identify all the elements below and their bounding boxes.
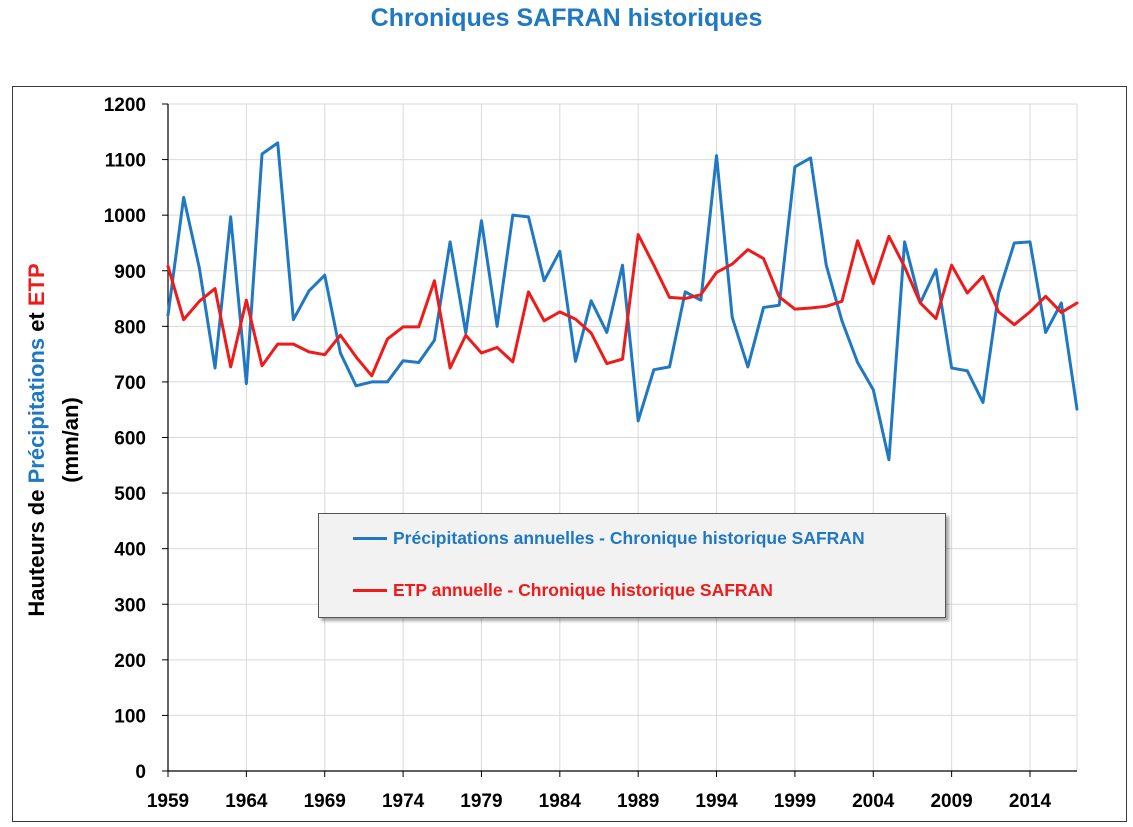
y-axis-title: Hauteurs de Précipitations et ETP (mm/an… [24, 263, 83, 616]
y-tick-label: 1200 [104, 95, 146, 116]
x-tick-label: 2009 [930, 791, 972, 812]
x-tick-label: 2014 [1009, 791, 1052, 812]
ylabel-part-et: et [24, 306, 49, 338]
x-tick-label: 1994 [695, 791, 738, 812]
y-tick-label: 400 [114, 540, 146, 561]
x-tick-label: 1964 [225, 791, 268, 812]
x-axis: 1959 1964 1969 1974 1979 1984 1989 1994 1999 2004… [147, 770, 1077, 812]
chart-title-text: Chroniques SAFRAN historiques [370, 4, 763, 32]
ylabel-part-precipitations: Précipitations [24, 338, 49, 483]
plot-frame [12, 86, 1127, 822]
y-tick-label: 1100 [105, 151, 146, 172]
legend-swatch-etp [353, 589, 387, 592]
legend: Précipitations annuelles - Chronique his… [318, 513, 946, 618]
y-tick-label: 800 [114, 317, 146, 338]
x-tick-label: 1969 [304, 791, 346, 812]
y-tick-label: 0 [135, 762, 146, 783]
y-axis-title-unit: (mm/an) [58, 397, 83, 483]
y-axis-title-line1: Hauteurs de Précipitations et ETP [24, 263, 49, 616]
y-tick-label: 600 [114, 429, 146, 450]
ylabel-part-prefix: Hauteurs de [24, 483, 49, 616]
x-tick-label: 1999 [774, 791, 816, 812]
x-tick-label: 1979 [460, 791, 502, 812]
y-tick-label: 300 [114, 595, 146, 616]
legend-label-precipitations: Précipitations annuelles - Chronique his… [393, 528, 865, 548]
x-tick-label: 1984 [539, 791, 582, 812]
x-tick-label: 1989 [617, 791, 659, 812]
y-tick-label: 700 [114, 373, 146, 394]
y-tick-label: 500 [114, 484, 146, 505]
ylabel-part-etp: ETP [24, 263, 49, 306]
x-tick-label: 1974 [382, 791, 425, 812]
legend-swatch-precipitations [353, 537, 387, 540]
x-tick-label: 2004 [852, 791, 895, 812]
series-line-precipitations [166, 141, 1079, 462]
y-tick-label: 100 [114, 706, 146, 727]
legend-label-etp: ETP annuelle - Chronique historique SAFR… [393, 580, 773, 600]
y-axis: 0 100 200 300 400 500 600 700 800 900 1000 1100 1200 [104, 95, 169, 783]
series-line-etp [166, 233, 1079, 378]
series-lines [166, 141, 1079, 462]
legend-item-precipitations: Précipitations annuelles - Chronique his… [353, 528, 865, 549]
y-tick-label: 200 [114, 651, 146, 672]
y-tick-label: 900 [114, 262, 146, 283]
chart-title: Chroniques SAFRAN historiques [0, 4, 1133, 33]
legend-item-etp: ETP annuelle - Chronique historique SAFR… [353, 580, 773, 601]
y-tick-label: 1000 [104, 206, 146, 227]
x-tick-label: 1959 [147, 791, 189, 812]
gridlines [167, 103, 1078, 772]
